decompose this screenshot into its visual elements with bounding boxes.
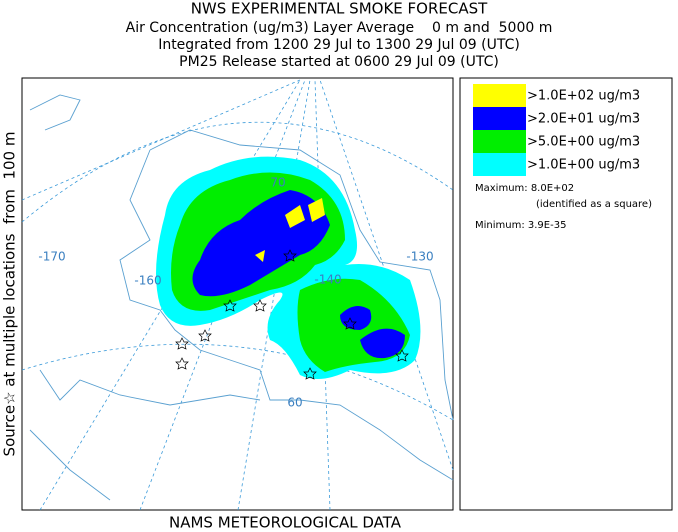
side-label: Source☆ at multiple locations from 100 m	[1, 132, 19, 457]
title: NWS EXPERIMENTAL SMOKE FORECAST	[191, 0, 488, 18]
map-label: 60	[287, 396, 302, 410]
legend-label: >1.0E+02 ug/m3	[527, 89, 640, 104]
minimum: Minimum: 3.9E-35	[475, 220, 566, 231]
legend-swatch	[473, 130, 526, 153]
map-label: 70	[270, 176, 285, 190]
sources	[175, 249, 409, 380]
legend-swatch	[473, 153, 526, 176]
maximum: Maximum: 8.0E+02	[475, 183, 574, 194]
subtitle: Integrated from 1200 29 Jul to 1300 29 J…	[158, 37, 520, 53]
map-label: -160	[134, 274, 161, 288]
legend-label: >5.0E+00 ug/m3	[527, 135, 640, 150]
map-label: -130	[406, 250, 433, 264]
subtitle: Air Concentration (ug/m3) Layer Average …	[126, 20, 553, 36]
maximum-note: (identified as a square)	[536, 199, 652, 210]
subtitle: PM25 Release started at 0600 29 Jul 09 (…	[179, 54, 499, 70]
legend: Maximum: 8.0E+02 (identified as a square…	[459, 77, 673, 511]
map-label: -170	[38, 250, 65, 264]
coastline	[29, 94, 454, 501]
legend-swatch	[473, 107, 526, 130]
legend-label: >1.0E+00 ug/m3	[527, 158, 640, 173]
map-label: -140	[314, 273, 341, 287]
legend-swatch	[473, 84, 526, 107]
footer: NAMS METEOROLOGICAL DATA	[169, 514, 402, 532]
legend-label: >2.0E+01 ug/m3	[527, 112, 640, 127]
map: -170 -160 -140 -130 70 60	[21, 77, 454, 511]
